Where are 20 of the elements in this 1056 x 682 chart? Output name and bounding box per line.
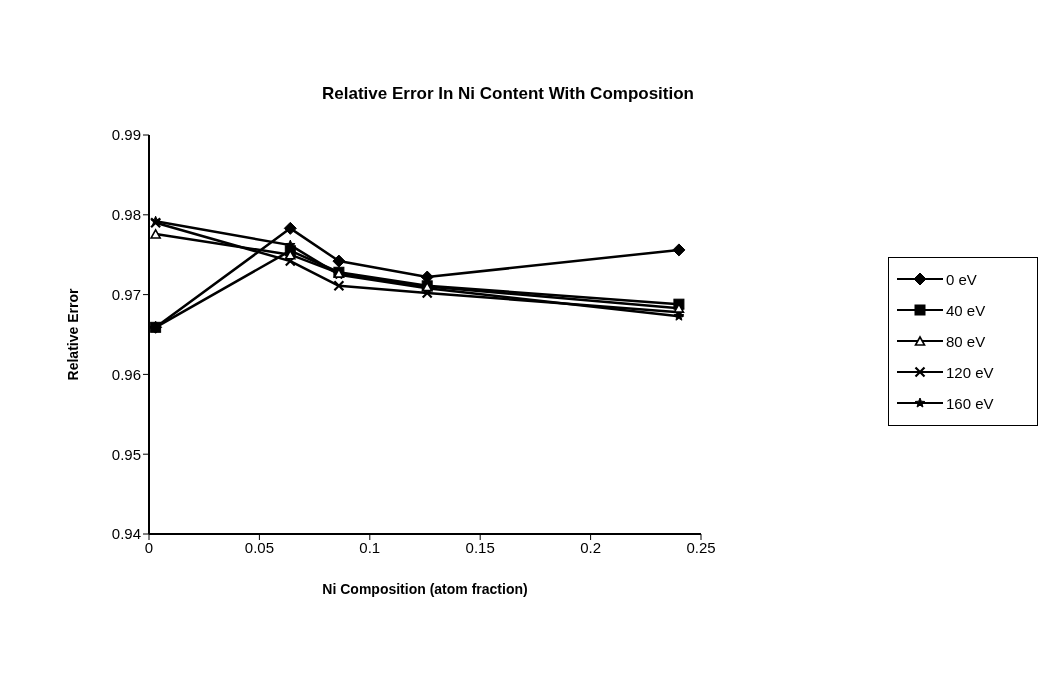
y-tick-label: 0.97	[111, 285, 141, 303]
legend-label: 80 eV	[946, 332, 986, 350]
x-tick-label: 0.1	[359, 538, 381, 556]
chart-title: Relative Error In Ni Content With Composition	[321, 84, 695, 104]
y-tick-label: 0.95	[111, 445, 141, 463]
y-tick-label: 0.94	[111, 525, 141, 543]
x-tick-label: 0.2	[580, 538, 602, 556]
x-tick-label: 0	[144, 538, 154, 556]
x-tick-label: 0.15	[465, 538, 495, 556]
y-tick-label: 0.98	[111, 206, 141, 224]
x-tick-label: 0.05	[244, 538, 274, 556]
x-tick-label: 0.25	[686, 538, 716, 556]
legend-label: 120 eV	[946, 363, 994, 381]
y-tick-label: 0.99	[111, 126, 141, 144]
legend-label: 160 eV	[946, 394, 994, 412]
legend-label: 0 eV	[946, 270, 977, 288]
y-tick-label: 0.96	[111, 365, 141, 383]
y-axis-title: Relative Error	[64, 288, 81, 381]
x-axis-title: Ni Composition (atom fraction)	[322, 581, 528, 597]
legend-label: 40 eV	[946, 301, 986, 319]
